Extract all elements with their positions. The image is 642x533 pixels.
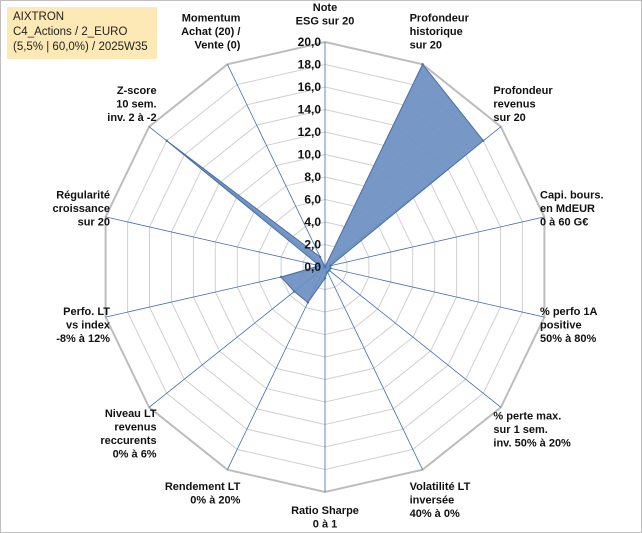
data-point (328, 269, 331, 272)
axis-label-line: vs index (66, 319, 111, 331)
axis-label: Régularité croissance sur 20 (53, 190, 110, 229)
axis-label-line: Vente (0) (195, 39, 241, 51)
tick-label: 18,0 (298, 58, 322, 72)
axis-label-line: 0% à 20% (190, 495, 240, 507)
axis-label-line: 0% à 6% (113, 449, 157, 461)
axis-spoke (324, 266, 423, 470)
tick-label: 14,0 (298, 103, 322, 117)
axis-label-line: 40% à 0% (410, 508, 460, 520)
tick-label: 0,0 (304, 260, 321, 274)
axis-label-line: Rendement LT (165, 481, 241, 493)
axis-label: Ratio Sharpe 0 à 1 (291, 505, 359, 531)
axis-label-line: revenus (114, 422, 156, 434)
tick-label: 8,0 (304, 170, 321, 184)
axis-label-line: 0 à 60 G€ (540, 217, 588, 229)
axis-label-line: inversée (410, 495, 455, 507)
axis-label: Momentum Achat (20) / Vente (0) (181, 12, 241, 51)
axis-label-line: Régularité (56, 190, 110, 202)
data-point (323, 277, 327, 280)
axis-label-line: 50% à 80% (540, 333, 596, 345)
data-point (329, 267, 332, 270)
tick-label: 12,0 (298, 125, 322, 139)
axis-label-line: Volatilité LT (410, 481, 471, 493)
axis-label: Profondeur revenus sur 20 (493, 85, 553, 124)
chart-header-box: AIXTRON C4_Actions / 2_EURO (5,5% | 60,0… (7, 7, 157, 59)
axis-label-line: Profondeur (410, 12, 470, 24)
axis-label-line: Profondeur (493, 85, 553, 97)
axis-label-line: 10 sem. (116, 98, 156, 110)
axis-label-line: sur 20 (410, 39, 442, 51)
data-point (482, 139, 485, 142)
tick-label: 20,0 (298, 35, 322, 49)
data-point (329, 264, 332, 267)
tick-label: 6,0 (304, 193, 321, 207)
data-point (323, 265, 327, 269)
axis-label-line: inv. 2 à -2 (107, 112, 156, 124)
category-label: C4_Actions / 2_EURO (13, 26, 128, 38)
params-label: (5,5% | 60,0%) / 2025W35 (13, 41, 148, 53)
data-point (421, 63, 424, 66)
axis-label: Perfo. LT vs index -8% à 12% (56, 306, 111, 345)
axis-label-line: 0 à 1 (313, 519, 337, 531)
axis-label-line: inv. 50% à 20% (493, 438, 571, 450)
data-point (318, 264, 321, 267)
axis-label-line: Momentum (182, 12, 241, 24)
tick-label: 10,0 (298, 148, 322, 162)
axis-label: % perte max. sur 1 sem. inv. 50% à 20% (493, 411, 571, 450)
axis-label-line: % perte max. (493, 411, 561, 423)
axis-label-line: sur 20 (493, 112, 525, 124)
data-point (165, 139, 168, 142)
axis-label-line: reccurents (100, 435, 156, 447)
tick-label: 2,0 (304, 238, 321, 252)
data-point (326, 270, 329, 274)
axis-label-line: Niveau LT (105, 408, 157, 420)
axis-label: Rendement LT 0% à 20% (165, 481, 241, 507)
data-point (318, 255, 322, 259)
data-point (293, 290, 296, 293)
axis-label-line: Z-score (117, 85, 157, 97)
axis-spoke (324, 216, 545, 268)
axis-spoke (227, 64, 326, 268)
axis-label-line: ESG sur 20 (296, 16, 355, 28)
axis-label: Z-score 10 sem. inv. 2 à -2 (107, 85, 156, 124)
axis-label-line: Ratio Sharpe (291, 505, 359, 517)
axis-label-line: -8% à 12% (56, 333, 110, 345)
data-point (279, 275, 283, 279)
axis-label: Note ESG sur 20 (296, 2, 355, 28)
axis-spoke (324, 266, 545, 318)
axis-label-line: en MdEUR (540, 203, 595, 215)
axis-label: % perfo 1A positive 50% à 80% (540, 306, 598, 345)
axis-label: Niveau LT revenus reccurents 0% à 6% (100, 408, 157, 461)
axis-label: Profondeur historique sur 20 (410, 12, 470, 51)
axis-label-line: historique (410, 26, 463, 38)
stock-name: AIXTRON (13, 11, 65, 23)
axis-spoke (105, 216, 326, 268)
tick-label: 4,0 (304, 215, 321, 229)
axis-label-line: croissance (53, 203, 110, 215)
tick-label: 16,0 (298, 80, 322, 94)
data-point (306, 301, 310, 304)
axis-label-line: Capi. bours. (540, 190, 604, 202)
axis-label-line: revenus (493, 98, 535, 110)
axis-label-line: % perfo 1A (540, 306, 598, 318)
axis-label-line: Achat (20) / (181, 26, 240, 38)
axis-label: Capi. bours. en MdEUR 0 à 60 G€ (540, 190, 604, 229)
axis-spoke (324, 266, 502, 408)
axis-label: Volatilité LT inversée 40% à 0% (410, 481, 471, 520)
axis-label-line: Note (313, 2, 337, 14)
axis-label-line: sur 1 sem. (493, 424, 547, 436)
axis-label-line: Perfo. LT (63, 306, 110, 318)
axis-label-line: sur 20 (78, 217, 110, 229)
axis-label-line: positive (540, 319, 582, 331)
